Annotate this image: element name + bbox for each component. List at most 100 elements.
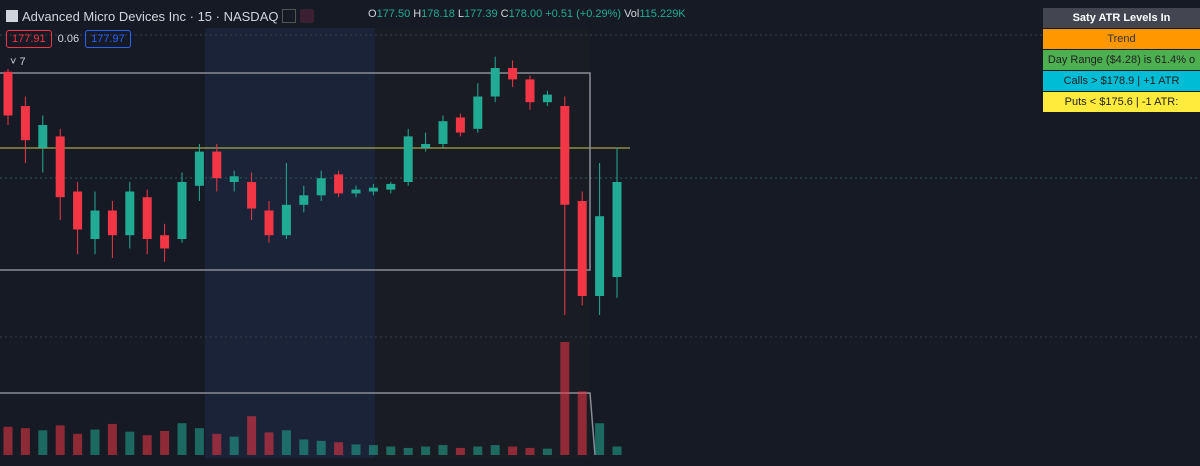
candle-body: [212, 151, 222, 179]
volume-value: 115.229K: [639, 8, 686, 20]
volume-bar: [177, 423, 187, 455]
plot: [3, 56, 622, 455]
candle-body: [90, 210, 100, 239]
price-tag: 0.06: [57, 33, 80, 45]
indicator-toggle[interactable]: ˅ 7: [6, 55, 30, 69]
candle-body: [403, 136, 413, 182]
volume-bar: [577, 391, 587, 455]
indicator-count: 7: [19, 56, 26, 68]
ohlc-key: L: [457, 8, 464, 20]
price-tags: 177.91 0.06 177.97: [6, 30, 131, 48]
candle-body: [455, 117, 465, 133]
candle-body: [316, 178, 326, 196]
volume-bar: [334, 442, 344, 455]
range-box: [0, 72, 591, 271]
volume-bar: [542, 448, 552, 455]
candle-body: [125, 191, 135, 236]
table-row: Trend: [1043, 29, 1200, 50]
candle-body: [577, 201, 587, 296]
candle-body: [20, 106, 30, 141]
volume-bar: [368, 445, 378, 455]
volume-bar: [229, 436, 239, 455]
volume-bar: [107, 423, 117, 455]
volume-bar: [490, 445, 500, 455]
candle-body: [194, 151, 204, 186]
candle-body: [595, 216, 605, 296]
volume-bar: [595, 423, 605, 455]
candle-body: [3, 71, 13, 116]
candle-body: [351, 189, 361, 194]
candle-body: [107, 210, 117, 236]
volume-bar: [281, 430, 291, 455]
candle-body: [386, 183, 396, 190]
candle-body: [55, 136, 65, 198]
symbol-title: Advanced Micro Devices Inc · 15 · NASDAQ: [22, 8, 279, 24]
price-tag: 177.97: [85, 30, 131, 48]
table-title: Saty ATR Levels In: [1043, 8, 1200, 29]
ohlc-key: C: [500, 8, 509, 20]
volume-bar: [20, 428, 30, 455]
candle-body: [334, 174, 344, 194]
volume-bar: [160, 430, 170, 455]
candle-body: [490, 68, 500, 97]
candle-body: [542, 94, 552, 103]
candle-body: [612, 182, 622, 277]
volume-bar: [316, 440, 326, 455]
table-row: Calls > $178.9 | +1 ATR: [1043, 71, 1200, 92]
ohlc-value: 178.00: [508, 8, 543, 20]
volume-bar: [38, 430, 48, 455]
volume-bar: [421, 446, 431, 455]
price-tag: 177.91: [6, 30, 52, 48]
volume-bar: [386, 446, 396, 455]
candle-body: [525, 79, 535, 103]
candle-body: [560, 106, 570, 205]
volume-bar: [525, 447, 535, 455]
candle-body: [73, 191, 83, 230]
range-box: [0, 392, 596, 456]
table-row: Day Range ($4.28) is 61.4% o: [1043, 50, 1200, 71]
volume-bar: [264, 432, 274, 455]
candle-body: [229, 176, 239, 182]
candle-body: [264, 210, 274, 236]
change: +0.51 (+0.29%): [545, 8, 622, 20]
volume-bar: [438, 445, 448, 455]
volume-key: Vol: [624, 8, 640, 20]
candle-body: [438, 121, 448, 144]
button[interactable]: [282, 9, 297, 23]
volume-bar: [55, 425, 65, 455]
candle-body: [473, 96, 483, 129]
volume-bar: [125, 431, 135, 455]
volume-bar: [3, 426, 13, 455]
volume-bar: [212, 433, 222, 455]
atr-table: Saty ATR Levels In Trend Day Range ($4.2…: [1043, 8, 1200, 113]
volume-bar: [612, 446, 622, 455]
ohlc-key: O: [368, 8, 377, 20]
ohlc-value: 177.39: [463, 8, 498, 20]
candle-body: [142, 197, 152, 239]
volume-bar: [560, 342, 570, 455]
volume-bar: [194, 428, 204, 455]
ohlc-legend: O177.50 H178.18 L177.39 C178.00 +0.51 (+0.29…: [368, 8, 689, 20]
volume-bar: [90, 429, 100, 455]
volume-bar: [508, 446, 518, 455]
table-row: Puts < $175.6 | -1 ATR:: [1043, 92, 1200, 113]
symbol-header: Advanced Micro Devices Inc · 15 · NASDAQ: [6, 6, 315, 26]
candle-body: [38, 125, 48, 148]
candle-body: [160, 235, 170, 249]
volume-bar: [351, 444, 361, 455]
button[interactable]: [300, 9, 315, 23]
logo: [6, 10, 18, 22]
volume-bar: [403, 447, 413, 455]
session-shade: [205, 28, 375, 458]
ohlc-value: 177.50: [376, 8, 411, 20]
session-shade: [375, 28, 590, 458]
ohlc-key: H: [413, 8, 422, 20]
candle-body: [247, 182, 257, 209]
candle-body: [299, 195, 309, 205]
candle-body: [421, 144, 431, 148]
volume-bar: [299, 439, 309, 455]
volume-bar: [73, 433, 83, 455]
volume-bar: [473, 446, 483, 455]
